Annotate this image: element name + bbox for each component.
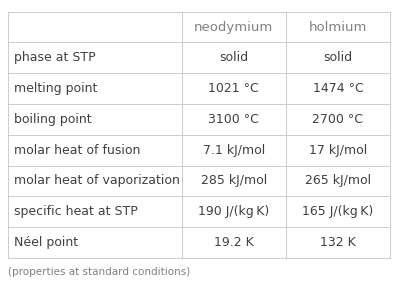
Text: 132 K: 132 K bbox=[320, 236, 356, 249]
Text: Néel point: Néel point bbox=[14, 236, 78, 249]
Text: solid: solid bbox=[219, 51, 248, 64]
Text: 265 kJ/mol: 265 kJ/mol bbox=[305, 174, 371, 188]
Text: molar heat of fusion: molar heat of fusion bbox=[14, 144, 140, 157]
Text: specific heat at STP: specific heat at STP bbox=[14, 205, 138, 218]
Text: 165 J/(kg K): 165 J/(kg K) bbox=[302, 205, 374, 218]
Text: 3100 °C: 3100 °C bbox=[208, 113, 259, 126]
Text: 1021 °C: 1021 °C bbox=[208, 82, 259, 95]
Text: boiling point: boiling point bbox=[14, 113, 91, 126]
Text: 19.2 K: 19.2 K bbox=[214, 236, 254, 249]
Text: 1474 °C: 1474 °C bbox=[312, 82, 363, 95]
Text: 2700 °C: 2700 °C bbox=[312, 113, 363, 126]
Text: phase at STP: phase at STP bbox=[14, 51, 95, 64]
Text: neodymium: neodymium bbox=[194, 21, 273, 34]
Text: 7.1 kJ/mol: 7.1 kJ/mol bbox=[203, 144, 265, 157]
Text: molar heat of vaporization: molar heat of vaporization bbox=[14, 174, 180, 188]
Text: solid: solid bbox=[323, 51, 353, 64]
Text: 17 kJ/mol: 17 kJ/mol bbox=[309, 144, 367, 157]
Text: 190 J/(kg K): 190 J/(kg K) bbox=[198, 205, 269, 218]
Text: holmium: holmium bbox=[309, 21, 367, 34]
Text: 285 kJ/mol: 285 kJ/mol bbox=[201, 174, 267, 188]
Text: melting point: melting point bbox=[14, 82, 97, 95]
Text: (properties at standard conditions): (properties at standard conditions) bbox=[8, 267, 190, 277]
